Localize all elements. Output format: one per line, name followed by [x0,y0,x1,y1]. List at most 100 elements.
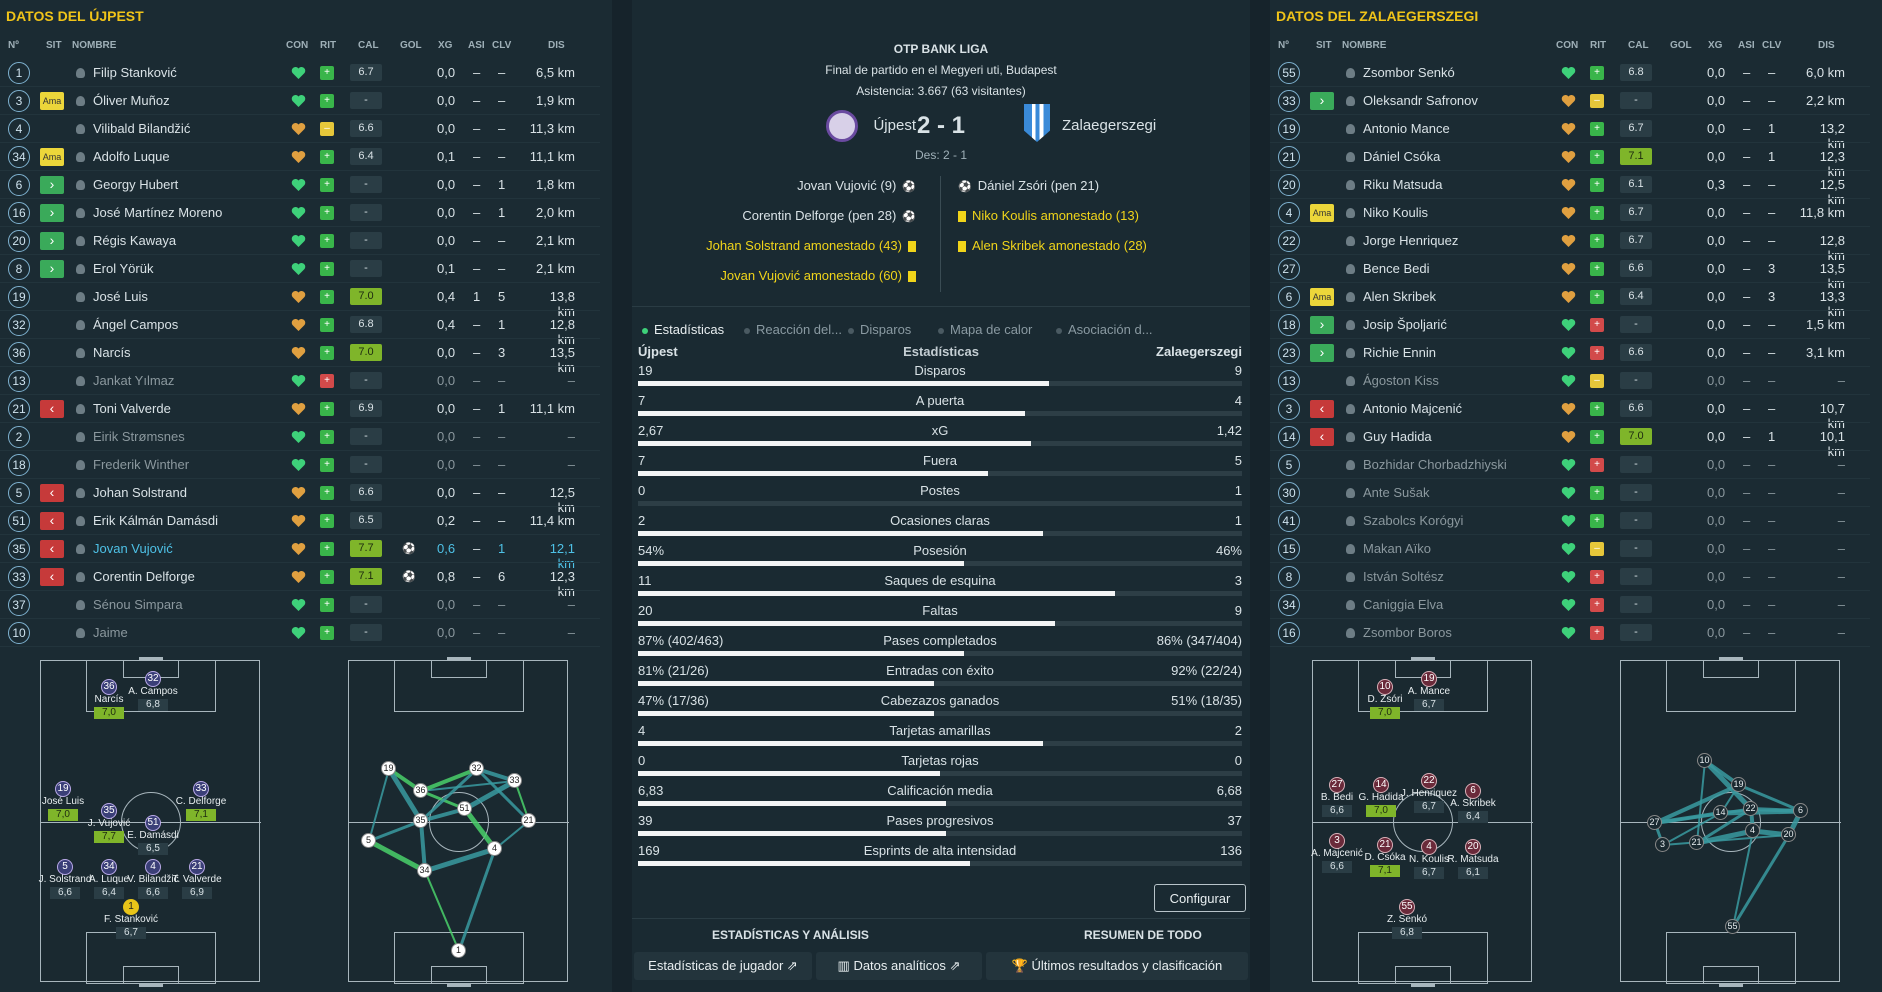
player-marker[interactable]: 19 [1421,671,1437,687]
pass-node[interactable]: 36 [413,783,428,798]
table-row[interactable]: 37 Sénou Simpara + - 0,0 – – – [0,591,600,619]
tab-1[interactable]: Reacción del... [744,322,842,337]
player-name[interactable]: Makan Aïko [1363,541,1431,556]
pass-node[interactable]: 20 [1781,827,1796,842]
player-name[interactable]: Georgy Hubert [93,177,179,192]
table-row[interactable]: 16 › José Martínez Moreno + - 0,0 – 1 2,0 km [0,199,600,227]
player-name[interactable]: Corentin Delforge [93,569,195,584]
player-name[interactable]: István Soltész [1363,569,1444,584]
col-header-dis[interactable]: DIS [548,40,565,51]
player-marker[interactable]: 27 [1329,777,1345,793]
table-row[interactable]: 6 › Georgy Hubert + - 0,0 – 1 1,8 km [0,171,600,199]
player-marker[interactable]: 35 [101,803,117,819]
player-marker[interactable]: 33 [193,781,209,797]
player-name[interactable]: Filip Stanković [93,65,177,80]
results-button[interactable]: 🏆 Últimos resultados y clasificación [986,952,1248,980]
player-marker[interactable]: 21 [189,859,205,875]
table-row[interactable]: 5 Bozhidar Chorbadzhiyski + - 0,0 – – – [1270,451,1870,479]
table-row[interactable]: 18 Frederik Winther + - 0,0 – – – [0,451,600,479]
player-name[interactable]: Óliver Muñoz [93,93,170,108]
pass-node[interactable]: 55 [1725,919,1740,934]
player-name[interactable]: Oleksandr Safronov [1363,93,1478,108]
player-name[interactable]: Antonio Majcenić [1363,401,1462,416]
col-header-asi[interactable]: ASI [468,40,485,51]
table-row[interactable]: 18 › Josip Špoljarić + - 0,0 – – 1,5 km [1270,311,1870,339]
player-marker[interactable]: 14 [1373,777,1389,793]
col-header-rit[interactable]: RIT [1590,40,1607,51]
configure-button[interactable]: Configurar [1154,884,1246,912]
table-row[interactable]: 4 Ama Niko Koulis +6.7 0,0 – – 11,8 km [1270,199,1870,227]
pass-node[interactable]: 1 [451,943,466,958]
player-name[interactable]: Régis Kawaya [93,233,177,248]
col-header-xg[interactable]: XG [438,40,453,51]
player-name[interactable]: José Martínez Moreno [93,205,223,220]
player-name[interactable]: Erik Kálmán Damásdi [93,513,218,528]
player-name[interactable]: Vilibald Bilandžić [93,121,191,136]
player-name[interactable]: Riku Matsuda [1363,177,1443,192]
player-marker[interactable]: 34 [101,859,117,875]
player-marker[interactable]: 22 [1421,773,1437,789]
player-marker[interactable]: 3 [1329,833,1345,849]
player-name[interactable]: Jovan Vujović [93,541,173,556]
table-row[interactable]: 13 Jankat Yılmaz + - 0,0 – – – [0,367,600,395]
table-row[interactable]: 35 ‹ Jovan Vujović +7.7 ⚽ 0,6 – 1 12,1 km [0,535,600,571]
player-stats-button[interactable]: Estadísticas de jugador ⇗ [634,952,812,980]
player-name[interactable]: Antonio Mance [1363,121,1450,136]
table-row[interactable]: 36 Narcís +7.0 0,0 – 3 13,5 km [0,339,600,375]
player-marker[interactable]: 1 [123,899,139,915]
player-marker[interactable]: 5 [57,859,73,875]
col-header-sit[interactable]: SIT [1316,40,1332,51]
pass-node[interactable]: 4 [1745,823,1760,838]
tab-0[interactable]: Estadísticas [642,322,724,337]
table-row[interactable]: 21 ‹ Toni Valverde +6.9 0,0 – 1 11,1 km [0,395,600,423]
player-name[interactable]: Ante Sušak [1363,485,1430,500]
col-header-asi[interactable]: ASI [1738,40,1755,51]
tab-2[interactable]: Disparos [848,322,911,337]
player-marker[interactable]: 51 [145,815,161,831]
col-header-gol[interactable]: GOL [400,40,422,51]
pass-node[interactable]: 19 [381,761,396,776]
pass-node[interactable]: 3 [1655,837,1670,852]
pass-node[interactable]: 51 [457,801,472,816]
player-name[interactable]: Toni Valverde [93,401,171,416]
player-name[interactable]: Sénou Simpara [93,597,183,612]
table-row[interactable]: 5 ‹ Johan Solstrand +6.6 0,0 – – 12,5 km [0,479,600,515]
col-header-con[interactable]: CON [286,40,309,51]
table-row[interactable]: 21 Dániel Csóka +7.1 0,0 – 1 12,3 km [1270,143,1870,179]
pass-node[interactable]: 19 [1731,777,1746,792]
pass-node[interactable]: 21 [1689,835,1704,850]
table-row[interactable]: 32 Ángel Campos +6.8 0,4 – 1 12,8 km [0,311,600,347]
table-row[interactable]: 34 Caniggia Elva + - 0,0 – – – [1270,591,1870,619]
pass-node[interactable]: 34 [417,863,432,878]
pass-node[interactable]: 22 [1743,801,1758,816]
player-name[interactable]: Josip Špoljarić [1363,317,1447,332]
table-row[interactable]: 13 Ágoston Kiss – - 0,0 – – – [1270,367,1870,395]
col-header-num[interactable]: Nº [8,40,19,51]
col-header-nombre[interactable]: NOMBRE [72,40,117,51]
pass-node[interactable]: 4 [487,841,502,856]
table-row[interactable]: 55 Zsombor Senkó +6.8 0,0 – – 6,0 km [1270,59,1870,87]
table-row[interactable]: 3 ‹ Antonio Majcenić +6.6 0,0 – – 10,7 km [1270,395,1870,431]
pass-node[interactable]: 35 [413,813,428,828]
table-row[interactable]: 16 Zsombor Boros + - 0,0 – – – [1270,619,1870,647]
player-name[interactable]: Richie Ennin [1363,345,1436,360]
player-name[interactable]: Szabolcs Korógyi [1363,513,1464,528]
table-row[interactable]: 8 István Soltész + - 0,0 – – – [1270,563,1870,591]
col-header-clv[interactable]: CLV [1762,40,1782,51]
col-header-sit[interactable]: SIT [46,40,62,51]
table-row[interactable]: 27 Bence Bedi +6.6 0,0 – 3 13,5 km [1270,255,1870,291]
player-name[interactable]: Dániel Csóka [1363,149,1441,164]
player-name[interactable]: Ángel Campos [93,317,179,332]
player-marker[interactable]: 20 [1465,839,1481,855]
col-header-cal[interactable]: CAL [1628,40,1649,51]
col-header-cal[interactable]: CAL [358,40,379,51]
player-marker[interactable]: 21 [1377,837,1393,853]
away-team-name[interactable]: Zalaegerszegi [1062,117,1157,134]
table-row[interactable]: 19 José Luis +7.0 0,4 1 5 13,8 km [0,283,600,319]
table-row[interactable]: 20 › Régis Kawaya + - 0,0 – – 2,1 km [0,227,600,255]
table-row[interactable]: 10 Jaime + - 0,0 – – – [0,619,600,647]
pass-node[interactable]: 6 [1793,803,1808,818]
player-marker[interactable]: 32 [145,671,161,687]
col-header-clv[interactable]: CLV [492,40,512,51]
analytics-button[interactable]: ▥ Datos analíticos ⇗ [816,952,982,980]
